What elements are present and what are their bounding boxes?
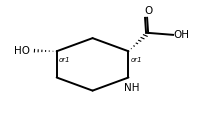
Text: O: O — [144, 6, 152, 16]
Text: OH: OH — [173, 30, 189, 40]
Text: NH: NH — [124, 83, 139, 93]
Text: or1: or1 — [131, 57, 142, 63]
Text: HO: HO — [14, 46, 30, 56]
Text: or1: or1 — [58, 57, 70, 63]
